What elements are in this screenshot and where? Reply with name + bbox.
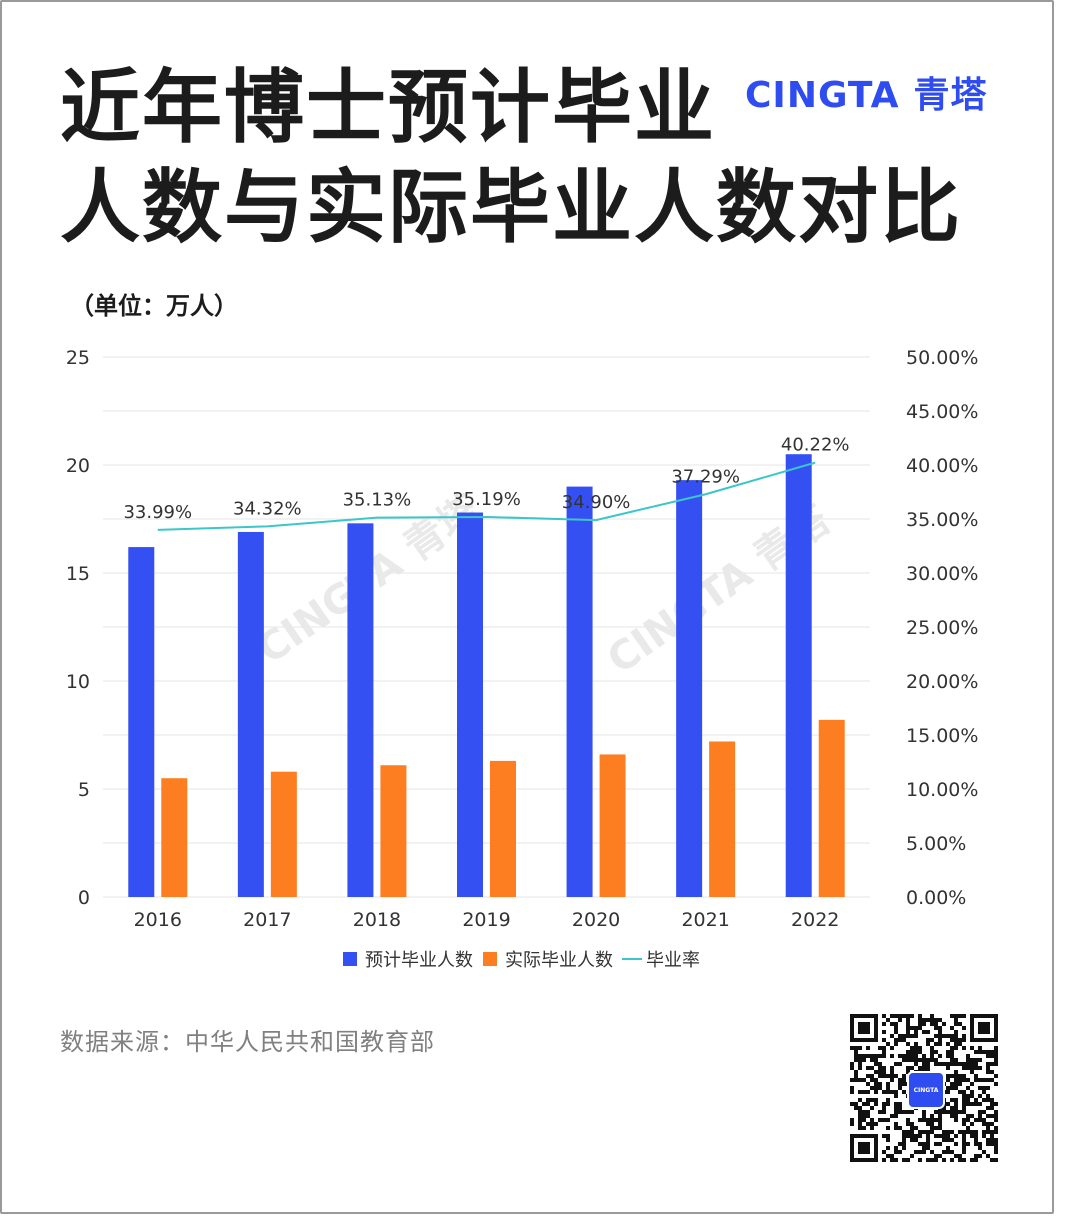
y-right-tick-label: 35.00% bbox=[906, 509, 978, 531]
y-left-tick-label: 5 bbox=[78, 779, 90, 801]
bar-actual bbox=[818, 719, 845, 897]
y-right-tick-label: 30.00% bbox=[906, 563, 978, 585]
y-right-tick-label: 25.00% bbox=[906, 617, 978, 639]
legend-label-actual: 实际毕业人数 bbox=[505, 950, 613, 971]
unit-label: （单位：万人） bbox=[70, 292, 238, 320]
watermark: CINGTA 青塔 CINGTA 青塔 bbox=[249, 486, 838, 683]
x-tick-label: 2019 bbox=[462, 909, 510, 931]
bar-expected bbox=[237, 531, 264, 897]
bar-actual bbox=[599, 754, 626, 897]
y-right-tick-label: 50.00% bbox=[906, 347, 978, 369]
y-right-tick-label: 0.00% bbox=[906, 887, 966, 909]
legend-label-rate: 毕业率 bbox=[646, 950, 700, 971]
bar-actual bbox=[490, 760, 516, 897]
y-right-tick-label: 15.00% bbox=[906, 725, 978, 747]
y-left-tick-label: 15 bbox=[66, 563, 90, 585]
x-tick-label: 2016 bbox=[134, 909, 182, 931]
page-frame bbox=[0, 0, 1054, 1214]
bar-expected bbox=[128, 547, 155, 897]
x-tick-label: 2020 bbox=[572, 909, 620, 931]
bar-expected bbox=[676, 480, 703, 897]
legend: 预计毕业人数 实际毕业人数 毕业率 bbox=[343, 950, 700, 971]
y-right-tick-label: 40.00% bbox=[906, 455, 978, 477]
page-title: 近年博士预计毕业 人数与实际毕业人数对比 bbox=[60, 58, 962, 258]
legend-swatch-actual bbox=[483, 952, 497, 966]
bar-actual bbox=[161, 778, 188, 897]
x-tick-label: 2021 bbox=[681, 909, 729, 931]
brand-cn: 青塔 bbox=[913, 75, 988, 116]
bar-actual bbox=[380, 765, 407, 897]
y-right-tick-label: 20.00% bbox=[906, 671, 978, 693]
x-tick-label: 2017 bbox=[243, 909, 291, 931]
source-note: 数据来源：中华人民共和国教育部 bbox=[60, 1028, 435, 1056]
brand-latin: CINGTA bbox=[745, 75, 900, 116]
bar-expected bbox=[457, 512, 483, 897]
bar-series bbox=[128, 454, 845, 897]
bar-actual bbox=[709, 741, 736, 897]
y-left-tick-label: 20 bbox=[66, 455, 90, 477]
rate-data-label: 37.29% bbox=[671, 466, 740, 487]
bar-actual bbox=[270, 771, 297, 897]
rate-data-label: 33.99% bbox=[123, 502, 192, 523]
rate-data-label: 40.22% bbox=[781, 435, 850, 456]
rate-line bbox=[157, 461, 816, 531]
chart: CINGTA 青塔 CINGTA 青塔 0 5 10 15 20 25 0.00% 5.00… bbox=[66, 347, 979, 971]
qr-center-logo: CINGTA bbox=[907, 1071, 945, 1109]
bar-expected bbox=[785, 454, 812, 897]
y-right-tick-label: 45.00% bbox=[906, 401, 978, 423]
title-line-1: 近年博士预计毕业 bbox=[60, 61, 716, 154]
x-tick-label: 2018 bbox=[353, 909, 401, 931]
y-right-tick-label: 10.00% bbox=[906, 779, 978, 801]
rate-data-label: 35.13% bbox=[343, 490, 412, 511]
y-left-tick-label: 25 bbox=[66, 347, 90, 369]
rate-line-series: 33.99% 34.32% 35.13% 35.19% 34.90% 37.29% 40.2… bbox=[123, 435, 850, 531]
y-left-tick-label: 0 bbox=[78, 887, 90, 909]
x-axis: 2016 2017 2018 2019 2020 2021 2022 bbox=[134, 909, 840, 931]
rate-data-label: 34.32% bbox=[233, 498, 302, 519]
legend-swatch-expected bbox=[343, 952, 357, 966]
rate-data-label: 35.19% bbox=[452, 489, 521, 510]
rate-data-label: 34.90% bbox=[562, 492, 631, 513]
bar-expected bbox=[347, 523, 374, 897]
y-left-tick-label: 10 bbox=[66, 671, 90, 693]
y-axis-right: 0.00% 5.00% 10.00% 15.00% 20.00% 25.00% 30.00%… bbox=[906, 347, 978, 909]
title-line-2: 人数与实际毕业人数对比 bbox=[60, 161, 962, 254]
brand-logo: CINGTA 青塔 bbox=[745, 66, 988, 118]
gridlines bbox=[103, 356, 870, 898]
x-tick-label: 2022 bbox=[791, 909, 839, 931]
bar-expected bbox=[566, 486, 593, 897]
y-right-tick-label: 5.00% bbox=[906, 833, 966, 855]
y-axis-left: 0 5 10 15 20 25 bbox=[66, 347, 90, 909]
legend-label-expected: 预计毕业人数 bbox=[365, 950, 473, 971]
